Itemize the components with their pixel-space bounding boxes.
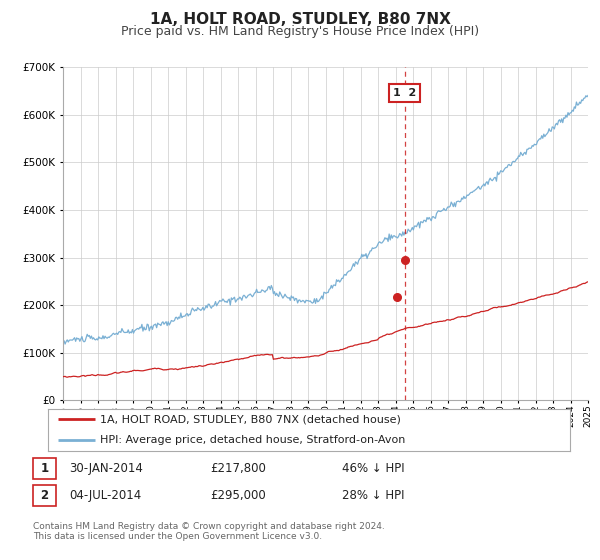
Text: Contains HM Land Registry data © Crown copyright and database right 2024.
This d: Contains HM Land Registry data © Crown c…	[33, 522, 385, 542]
Text: 1: 1	[40, 462, 49, 475]
Text: 1  2: 1 2	[394, 88, 416, 99]
Text: 1A, HOLT ROAD, STUDLEY, B80 7NX: 1A, HOLT ROAD, STUDLEY, B80 7NX	[149, 12, 451, 27]
Text: £217,800: £217,800	[210, 462, 266, 475]
Text: 04-JUL-2014: 04-JUL-2014	[69, 489, 141, 502]
Text: 30-JAN-2014: 30-JAN-2014	[69, 462, 143, 475]
Text: 1A, HOLT ROAD, STUDLEY, B80 7NX (detached house): 1A, HOLT ROAD, STUDLEY, B80 7NX (detache…	[100, 414, 401, 424]
Text: 2: 2	[40, 489, 49, 502]
Text: 46% ↓ HPI: 46% ↓ HPI	[342, 462, 404, 475]
Text: HPI: Average price, detached house, Stratford-on-Avon: HPI: Average price, detached house, Stra…	[100, 435, 406, 445]
Text: 28% ↓ HPI: 28% ↓ HPI	[342, 489, 404, 502]
Text: £295,000: £295,000	[210, 489, 266, 502]
Text: Price paid vs. HM Land Registry's House Price Index (HPI): Price paid vs. HM Land Registry's House …	[121, 25, 479, 38]
